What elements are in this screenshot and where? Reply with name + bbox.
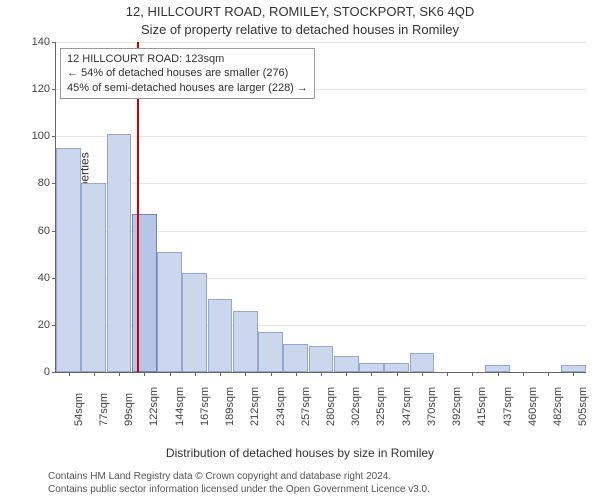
xtick-label: 505sqm — [577, 387, 589, 426]
bar — [410, 353, 435, 372]
xtick-label: 302sqm — [350, 387, 362, 426]
bar — [56, 148, 81, 372]
xtick-label: 122sqm — [148, 387, 160, 426]
bar — [561, 365, 586, 372]
bar — [157, 252, 182, 372]
xtick-mark — [271, 372, 272, 376]
xtick-label: 415sqm — [476, 387, 488, 426]
xtick-label: 370sqm — [426, 387, 438, 426]
xtick-label: 482sqm — [552, 387, 564, 426]
xtick-mark — [397, 372, 398, 376]
plot-area: 12 HILLCOURT ROAD: 123sqm ← 54% of detac… — [55, 42, 586, 373]
ytick-label: 0 — [44, 366, 56, 378]
bar — [81, 183, 106, 372]
gridline — [56, 42, 586, 43]
ytick-label: 80 — [38, 177, 56, 189]
xtick-mark — [220, 372, 221, 376]
annotation-line1: 12 HILLCOURT ROAD: 123sqm — [67, 52, 308, 66]
xtick-label: 144sqm — [174, 387, 186, 426]
xtick-label: 99sqm — [123, 393, 135, 426]
gridline — [56, 136, 586, 137]
bar — [384, 363, 409, 372]
xtick-label: 280sqm — [325, 387, 337, 426]
title-sub: Size of property relative to detached ho… — [0, 22, 600, 37]
xtick-mark — [422, 372, 423, 376]
xtick-mark — [573, 372, 574, 376]
xtick-mark — [69, 372, 70, 376]
annotation-line3: 45% of semi-detached houses are larger (… — [67, 81, 308, 95]
ytick-label: 140 — [32, 36, 56, 48]
xtick-label: 325sqm — [375, 387, 387, 426]
xtick-label: 392sqm — [451, 387, 463, 426]
bar — [182, 273, 207, 372]
xtick-mark — [144, 372, 145, 376]
xtick-mark — [94, 372, 95, 376]
bar — [233, 311, 258, 372]
xtick-mark — [119, 372, 120, 376]
xtick-label: 234sqm — [275, 387, 287, 426]
bar — [107, 134, 132, 372]
xtick-mark — [447, 372, 448, 376]
xtick-label: 77sqm — [98, 393, 110, 426]
annotation-line2: ← 54% of detached houses are smaller (27… — [67, 66, 308, 80]
xtick-mark — [498, 372, 499, 376]
ytick-label: 60 — [38, 225, 56, 237]
xtick-label: 54sqm — [73, 393, 85, 426]
ytick-label: 40 — [38, 272, 56, 284]
xtick-mark — [548, 372, 549, 376]
xtick-label: 437sqm — [502, 387, 514, 426]
xtick-mark — [523, 372, 524, 376]
title-main: 12, HILLCOURT ROAD, ROMILEY, STOCKPORT, … — [0, 4, 600, 19]
xtick-label: 189sqm — [224, 387, 236, 426]
xtick-mark — [296, 372, 297, 376]
bar — [208, 299, 233, 372]
annotation-box: 12 HILLCOURT ROAD: 123sqm ← 54% of detac… — [60, 48, 315, 99]
footer-line1: Contains HM Land Registry data © Crown c… — [48, 470, 430, 483]
xtick-label: 347sqm — [401, 387, 413, 426]
xtick-label: 460sqm — [527, 387, 539, 426]
xtick-label: 212sqm — [249, 387, 261, 426]
ytick-label: 120 — [32, 83, 56, 95]
xtick-label: 257sqm — [300, 387, 312, 426]
ytick-label: 100 — [32, 130, 56, 142]
xtick-mark — [472, 372, 473, 376]
xtick-mark — [321, 372, 322, 376]
footer-line2: Contains public sector information licen… — [48, 483, 430, 496]
footer-text: Contains HM Land Registry data © Crown c… — [48, 470, 430, 496]
ytick-label: 20 — [38, 319, 56, 331]
xtick-mark — [170, 372, 171, 376]
gridline — [56, 183, 586, 184]
chart-container: 12, HILLCOURT ROAD, ROMILEY, STOCKPORT, … — [0, 0, 600, 500]
xtick-mark — [371, 372, 372, 376]
xtick-mark — [195, 372, 196, 376]
xtick-mark — [346, 372, 347, 376]
x-axis-label: Distribution of detached houses by size … — [0, 446, 600, 460]
bar — [485, 365, 510, 372]
bar — [309, 346, 334, 372]
xtick-mark — [245, 372, 246, 376]
bar — [283, 344, 308, 372]
xtick-label: 167sqm — [199, 387, 211, 426]
bar — [359, 363, 384, 372]
bar — [334, 356, 359, 373]
bar — [258, 332, 283, 372]
